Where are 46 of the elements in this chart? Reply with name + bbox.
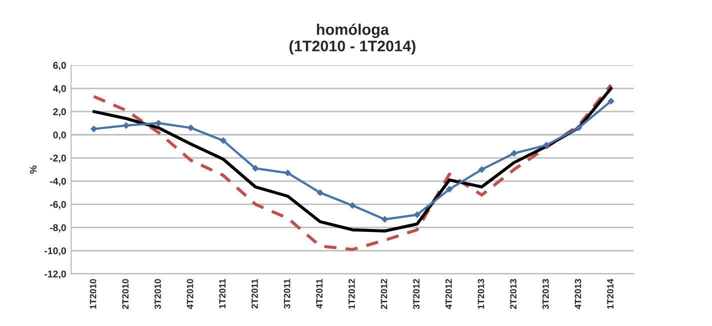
x-tick-label: 1T2010 [90, 279, 96, 309]
x-tick-label: 4T2010 [186, 279, 194, 310]
x-tick-label: 4T2013 [574, 279, 582, 310]
y-tick-label: -8,0 [50, 224, 66, 233]
point [316, 189, 324, 196]
y-tick-label: -2,0 [50, 154, 66, 163]
point [284, 170, 292, 176]
x-tick-label: 3T2011 [284, 278, 290, 309]
x-tick-label: 4T2011 [316, 278, 323, 309]
chart-title: homóloga (1T2010 - 1T2014) [290, 24, 416, 54]
y-tick-label: -10,0 [44, 247, 66, 256]
x-tick-label: 1T2011 [219, 278, 226, 308]
x-tick-label: 2T2012 [380, 279, 388, 310]
x-tick-label: 2T2011 [251, 278, 258, 309]
y-tick-label: -12,0 [44, 270, 66, 279]
point [478, 166, 486, 173]
x-tick-label: 2T2010 [122, 279, 129, 310]
x-tick-label: 3T2010 [154, 279, 161, 310]
x-tick-label: 3T2013 [542, 279, 549, 310]
y-tick-label: -4,0 [50, 178, 66, 186]
point [414, 211, 421, 218]
x-tick-label: 4T2012 [445, 279, 452, 310]
point [155, 120, 162, 127]
point [349, 202, 356, 209]
y-tick-label: 4,0 [52, 85, 66, 94]
point [575, 124, 582, 132]
point [608, 98, 614, 105]
point [90, 126, 98, 132]
point [187, 124, 194, 132]
x-tick-label: 1T2012 [348, 279, 355, 309]
x-tick-label: 1T2013 [478, 279, 484, 309]
y-axis-title: % [30, 165, 37, 174]
point [542, 142, 550, 149]
y-tick-label: 0,0 [53, 131, 66, 140]
point [220, 137, 227, 144]
x-tick-label: 2T2013 [510, 279, 517, 310]
x-tick-label: 1T2014 [607, 278, 614, 309]
point [122, 122, 130, 129]
point [510, 150, 518, 157]
point [252, 164, 259, 172]
x-tick-label: 3T2012 [413, 279, 420, 310]
y-tick-label: 2,0 [53, 108, 66, 117]
y-tick-label: -6,0 [50, 201, 66, 210]
point [446, 186, 453, 193]
point [381, 216, 388, 223]
y-tick-label: 6,0 [53, 62, 66, 70]
